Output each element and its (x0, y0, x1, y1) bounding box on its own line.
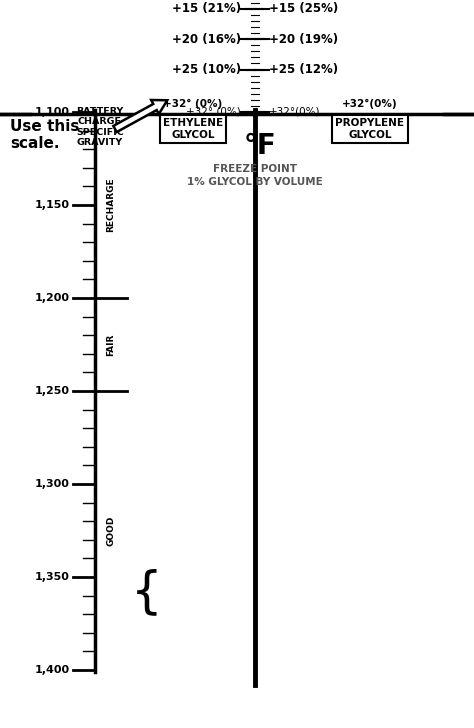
Text: +32°(0%): +32°(0%) (342, 99, 398, 109)
Text: +25 (12%): +25 (12%) (269, 63, 338, 76)
Text: BATTERY
CHARGE
SPECIFIC
GRAVITY: BATTERY CHARGE SPECIFIC GRAVITY (76, 107, 124, 147)
Text: {: { (131, 568, 163, 616)
Text: 1,300: 1,300 (35, 479, 70, 489)
Text: 1% GLYCOL BY VOLUME: 1% GLYCOL BY VOLUME (187, 177, 323, 187)
FancyArrow shape (113, 100, 167, 132)
Text: °F: °F (244, 132, 276, 160)
Text: +15 (25%): +15 (25%) (269, 2, 338, 15)
Text: +25 (10%): +25 (10%) (172, 63, 241, 76)
Text: +20 (16%): +20 (16%) (172, 33, 241, 46)
Text: FAIR: FAIR (107, 333, 116, 356)
Text: Use this
scale.: Use this scale. (10, 119, 79, 151)
Text: 1,150: 1,150 (35, 200, 70, 210)
Text: +32°(0%): +32°(0%) (269, 107, 320, 117)
Text: FREEZE POINT: FREEZE POINT (213, 164, 297, 174)
Text: 1,250: 1,250 (35, 386, 70, 396)
Text: +20 (19%): +20 (19%) (269, 33, 338, 46)
Text: 1,200: 1,200 (35, 293, 70, 303)
Text: RECHARGE: RECHARGE (107, 178, 116, 232)
Text: GOOD: GOOD (107, 515, 116, 546)
Text: +32° (0%): +32° (0%) (164, 99, 223, 109)
Text: 1,350: 1,350 (35, 572, 70, 582)
Text: +32° (0%): +32° (0%) (186, 107, 241, 117)
Text: ETHYLENE
GLYCOL: ETHYLENE GLYCOL (163, 118, 223, 140)
Text: 1,400: 1,400 (35, 665, 70, 675)
Text: PROPYLENE
GLYCOL: PROPYLENE GLYCOL (336, 118, 404, 140)
Text: 1,100: 1,100 (35, 107, 70, 117)
Text: +15 (21%): +15 (21%) (172, 2, 241, 15)
